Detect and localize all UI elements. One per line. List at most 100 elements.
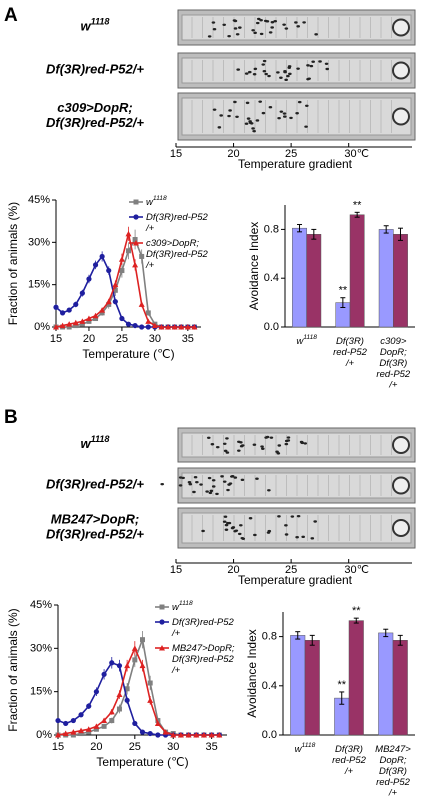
marker [185,732,192,738]
fly-image [302,21,306,24]
genotype-label: Df(3R)red-P52/+ [46,62,144,77]
marker [93,726,99,732]
tube-inner [181,57,412,84]
fly-image [284,442,289,446]
legend-label: MB247>DopR; Df(3R)red-P52/+ [171,643,235,676]
fly-image [290,515,295,518]
tube-inner [181,432,412,458]
marker [116,691,123,698]
x-tick-label: w1118 [295,742,316,754]
fly-image [253,533,257,537]
fly-image [256,17,261,21]
marker [62,730,69,737]
fly-image [181,476,185,480]
fly-image [269,436,274,439]
marker [151,322,158,329]
fly-image [206,436,211,439]
fly-image [240,536,245,540]
fly-image [295,535,299,539]
marker [208,732,215,738]
fly-image [289,116,293,120]
bar [306,234,322,328]
fly-image [160,482,165,486]
fly-image [222,520,227,523]
marker [158,324,165,330]
marker [59,310,66,316]
fly-image [259,32,264,36]
y-tick-label: 0.8 [262,631,277,643]
marker [73,323,79,329]
fly-image [248,120,252,123]
x-tick-label: c309> DopR; Df(3R) red-P52/+ [376,336,411,391]
fly-image [222,480,227,483]
fly-image [248,517,253,520]
fly-image [251,127,255,130]
fly-image [270,26,274,29]
marker [70,717,76,724]
legend-marker [133,199,139,205]
marker [93,723,100,729]
fly-image [262,59,267,63]
marker [200,732,207,738]
marker [184,324,191,330]
fly-image [217,126,222,129]
fly-image [299,440,304,444]
marker [78,731,84,737]
y-tick-label: 0% [36,729,52,741]
bar [378,229,394,328]
fly-image [266,531,271,534]
marker [132,261,139,268]
y-tick-label: 30% [28,236,50,248]
gradient-label: Temperature gradient [238,157,353,171]
fly-image [309,64,314,68]
marker [216,732,223,738]
marker [139,253,145,259]
fly-image [253,31,257,35]
fly-image [286,74,290,78]
gradient-label: Temperature gradient [238,573,353,587]
x-tick-label: 35 [182,333,194,345]
marker [126,248,131,254]
fly-image [224,528,229,531]
marker [112,299,118,305]
marker [78,727,85,734]
marker [145,310,151,316]
legend-label: c309>DopR; Df(3R)red-P52/+ [145,238,208,271]
marker [116,706,122,712]
marker [116,663,123,669]
legend-marker [133,214,139,220]
marker [170,732,177,738]
fly-image [220,475,224,478]
marker [171,324,178,330]
legend-marker [159,619,165,625]
x-tick-label: 20 [90,741,102,753]
marker [112,287,118,293]
tube-inner [181,472,412,499]
fly-image [265,435,270,439]
annotation: ** [353,199,362,211]
y-tick-label: 0% [34,321,50,333]
fly-image [311,60,315,63]
y-tick-label: 0.0 [264,321,279,333]
fly-image [222,23,227,26]
marker [79,290,85,296]
bar [290,635,306,736]
marker [78,712,84,718]
fly-image [212,108,217,111]
fly-image [215,492,219,496]
fly-image [277,444,282,447]
fly-image [236,68,241,71]
fly-image [273,20,278,23]
fly-image [262,70,267,73]
fly-image [223,449,228,453]
marker [86,276,92,282]
fly-image [286,439,291,442]
series-line [57,661,220,736]
tube-inner [181,97,412,136]
fly-image [276,71,280,74]
marker [106,267,112,274]
fly-image [252,73,257,76]
fly-image [277,515,281,518]
fly-image [210,443,215,446]
marker [53,324,59,330]
